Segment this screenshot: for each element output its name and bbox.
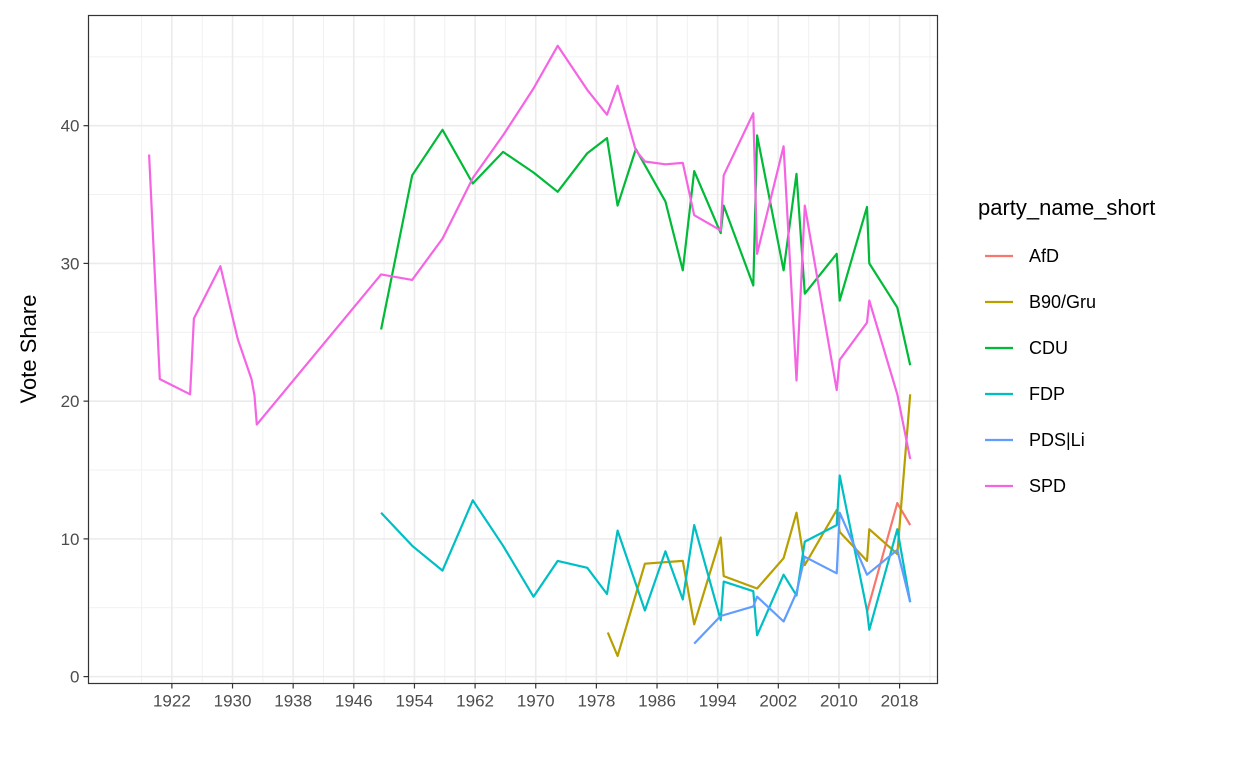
legend-label-b90-gru: B90/Gru xyxy=(1029,292,1096,312)
y-tick-label: 40 xyxy=(61,117,80,136)
x-tick-label: 2010 xyxy=(820,692,858,711)
series-lines xyxy=(148,44,912,658)
x-tick-label: 1986 xyxy=(638,692,676,711)
series-line-spd xyxy=(148,44,912,460)
series-line-cdu xyxy=(380,128,912,366)
panel-background xyxy=(88,15,938,684)
legend-label-afd: AfD xyxy=(1029,246,1059,266)
plot-panel xyxy=(87,14,939,685)
x-tick-label: 1946 xyxy=(335,692,373,711)
x-tick-label: 1994 xyxy=(699,692,737,711)
x-axis: 1922 1930 1938 1946 1954 1962 1970 1978 1986 1994… xyxy=(153,683,919,711)
y-axis-title: Vote Share xyxy=(16,295,41,404)
legend-label-cdu: CDU xyxy=(1029,338,1068,358)
legend: party_name_short AfD B90/Gru CDU FDP PDS|Li S… xyxy=(978,195,1155,496)
x-tick-label: 1938 xyxy=(274,692,312,711)
legend-label-fdp: FDP xyxy=(1029,384,1065,404)
grid-major xyxy=(88,15,938,684)
x-tick-label: 1962 xyxy=(456,692,494,711)
y-tick-label: 10 xyxy=(61,530,80,549)
x-tick-label: 2018 xyxy=(881,692,919,711)
x-tick-label: 1930 xyxy=(214,692,252,711)
x-tick-label: 1970 xyxy=(517,692,555,711)
x-tick-label: 1954 xyxy=(396,692,434,711)
y-tick-label: 30 xyxy=(61,254,80,273)
y-axis: 0 10 20 30 40 xyxy=(61,117,89,687)
legend-label-pds-li: PDS|Li xyxy=(1029,430,1085,450)
x-tick-label: 2002 xyxy=(759,692,797,711)
legend-label-spd: SPD xyxy=(1029,476,1066,496)
y-tick-label: 20 xyxy=(61,392,80,411)
series-line-afd xyxy=(865,502,912,613)
series-line-pds-li xyxy=(693,511,912,645)
panel-border xyxy=(87,14,939,685)
legend-title: party_name_short xyxy=(978,195,1155,220)
x-tick-label: 1922 xyxy=(153,692,191,711)
y-tick-label: 0 xyxy=(70,668,79,687)
series-line-fdp xyxy=(380,474,912,637)
x-tick-label: 1978 xyxy=(577,692,615,711)
legend-items: AfD B90/Gru CDU FDP PDS|Li SPD xyxy=(985,246,1096,496)
